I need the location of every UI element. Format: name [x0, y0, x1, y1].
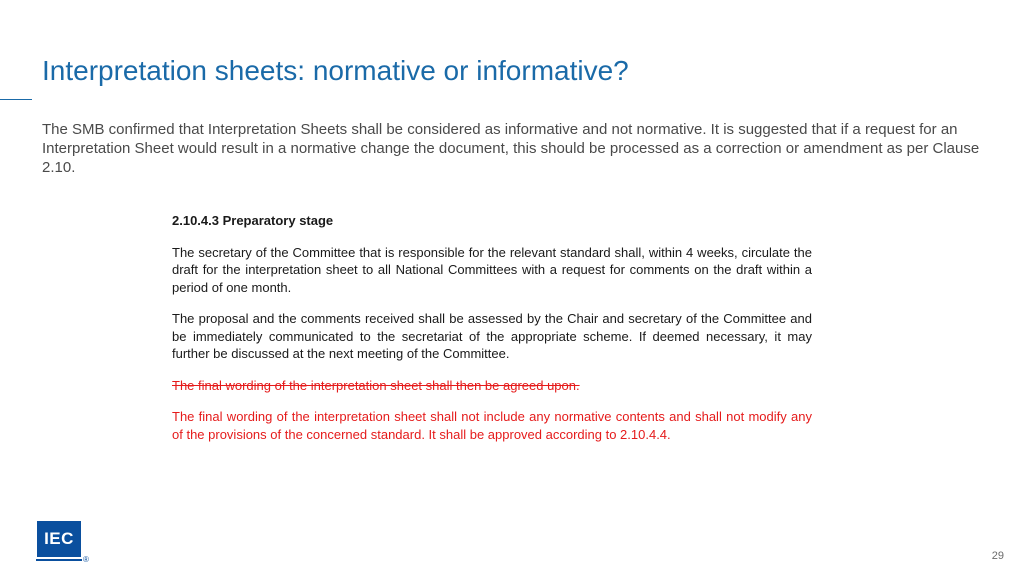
iec-logo-underline	[36, 559, 82, 561]
registered-mark: ®	[83, 555, 89, 564]
body-paragraph-1: The secretary of the Committee that is r…	[172, 244, 812, 297]
body-paragraph-2: The proposal and the comments received s…	[172, 310, 812, 363]
page-number: 29	[992, 550, 1004, 562]
iec-logo: IEC	[36, 520, 82, 564]
title-underline	[0, 99, 32, 100]
slide-title: Interpretation sheets: normative or info…	[42, 55, 629, 87]
iec-logo-box: IEC	[36, 520, 82, 558]
section-heading: 2.10.4.3 Preparatory stage	[172, 212, 812, 230]
struck-text: The final wording of the interpretation …	[172, 377, 812, 395]
slide: Interpretation sheets: normative or info…	[0, 0, 1024, 576]
intro-paragraph: The SMB confirmed that Interpretation Sh…	[42, 120, 982, 178]
body-block: 2.10.4.3 Preparatory stage The secretary…	[172, 212, 812, 457]
red-paragraph: The final wording of the interpretation …	[172, 408, 812, 443]
iec-logo-text: IEC	[44, 529, 74, 549]
